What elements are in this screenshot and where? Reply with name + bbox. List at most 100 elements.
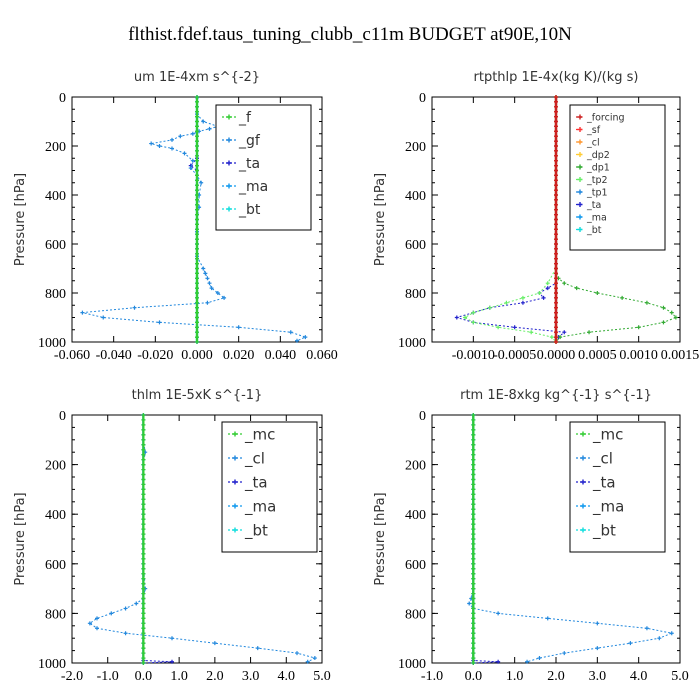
data-point [554,242,558,246]
data-point [141,427,146,432]
data-point [209,286,214,291]
data-point [134,601,139,606]
data-point [195,276,199,281]
data-point [529,330,534,335]
y-tick-label: 0 [419,409,426,424]
data-point [471,601,476,606]
data-point [562,330,567,335]
legend-item: _bt [228,521,268,540]
series-mc [471,413,476,665]
data-point [554,246,558,251]
data-point [574,286,579,291]
data-point [203,271,208,276]
data-point [195,163,199,168]
data-point [554,330,558,335]
data-point [195,139,199,144]
data-point [471,651,476,656]
data-point [123,631,128,636]
data-point [657,636,662,641]
x-tick-label: 4.0 [630,669,648,684]
legend-marker [577,127,583,132]
data-point [554,173,558,178]
data-point [554,232,558,237]
series-ta [141,413,174,665]
data-point [471,641,476,646]
data-point [141,452,146,457]
data-point [554,183,558,188]
data-point [554,291,558,295]
data-point [661,305,666,310]
series-ta [471,413,501,665]
data-point [669,310,674,315]
data-point [554,310,558,315]
data-point [141,477,146,482]
data-point [195,325,199,330]
y-tick-label: 600 [405,558,426,573]
data-point [157,320,162,325]
data-point [195,330,199,335]
series-line [142,415,173,664]
legend-item: _dp2 [576,150,610,161]
x-tick-label: 0.060 [306,348,338,363]
data-point [554,139,558,144]
data-point [195,212,199,217]
y-tick-label: 200 [405,140,426,155]
data-point [554,99,558,104]
data-point [195,246,199,251]
data-point [554,335,558,340]
data-point [669,631,674,636]
data-point [496,611,501,616]
data-point [141,646,146,651]
data-point [496,325,501,330]
legend-marker [226,206,232,212]
legend-label: _cl [244,449,265,468]
data-point [471,320,476,325]
data-point [141,417,146,422]
data-point [195,173,199,178]
x-tick-label: 0.0 [465,669,483,684]
data-point [195,217,199,222]
data-point [178,134,183,139]
data-point [195,193,199,197]
legend-item: _mc [228,425,275,444]
y-axis-label: Pressure [hPa] [373,173,388,266]
legend-label: _ma [592,497,624,516]
legend-marker [577,114,583,120]
legend-label: _ta [244,473,268,492]
legend-item: _ta [576,200,601,211]
data-point [195,232,199,237]
data-point [525,659,530,664]
data-point [141,596,146,601]
data-point [95,626,99,631]
data-point [467,601,472,606]
data-point [195,158,199,163]
data-point [170,636,174,641]
data-point [207,281,212,286]
data-point [195,168,199,173]
y-tick-label: 0 [59,91,66,106]
data-point [80,310,85,315]
y-tick-label: 200 [405,459,426,474]
data-point [554,114,558,119]
y-tick-label: 800 [45,607,66,622]
y-tick-label: 800 [405,607,426,622]
data-point [141,661,146,665]
data-point [471,616,476,621]
data-point [195,178,199,183]
data-point [661,320,666,325]
data-point [541,295,546,300]
data-point [195,153,199,158]
data-point [195,183,199,188]
data-point [537,656,542,661]
data-point [463,315,468,320]
legend-marker [232,479,238,485]
y-tick-label: 400 [405,189,426,204]
data-point [512,325,517,330]
legend-box [569,104,666,251]
legend-item: _sf [576,125,601,136]
legend-marker [580,479,586,485]
data-point [471,497,476,502]
legend-marker [577,189,583,195]
data-point [195,197,199,202]
legend-label: _mc [592,425,623,444]
